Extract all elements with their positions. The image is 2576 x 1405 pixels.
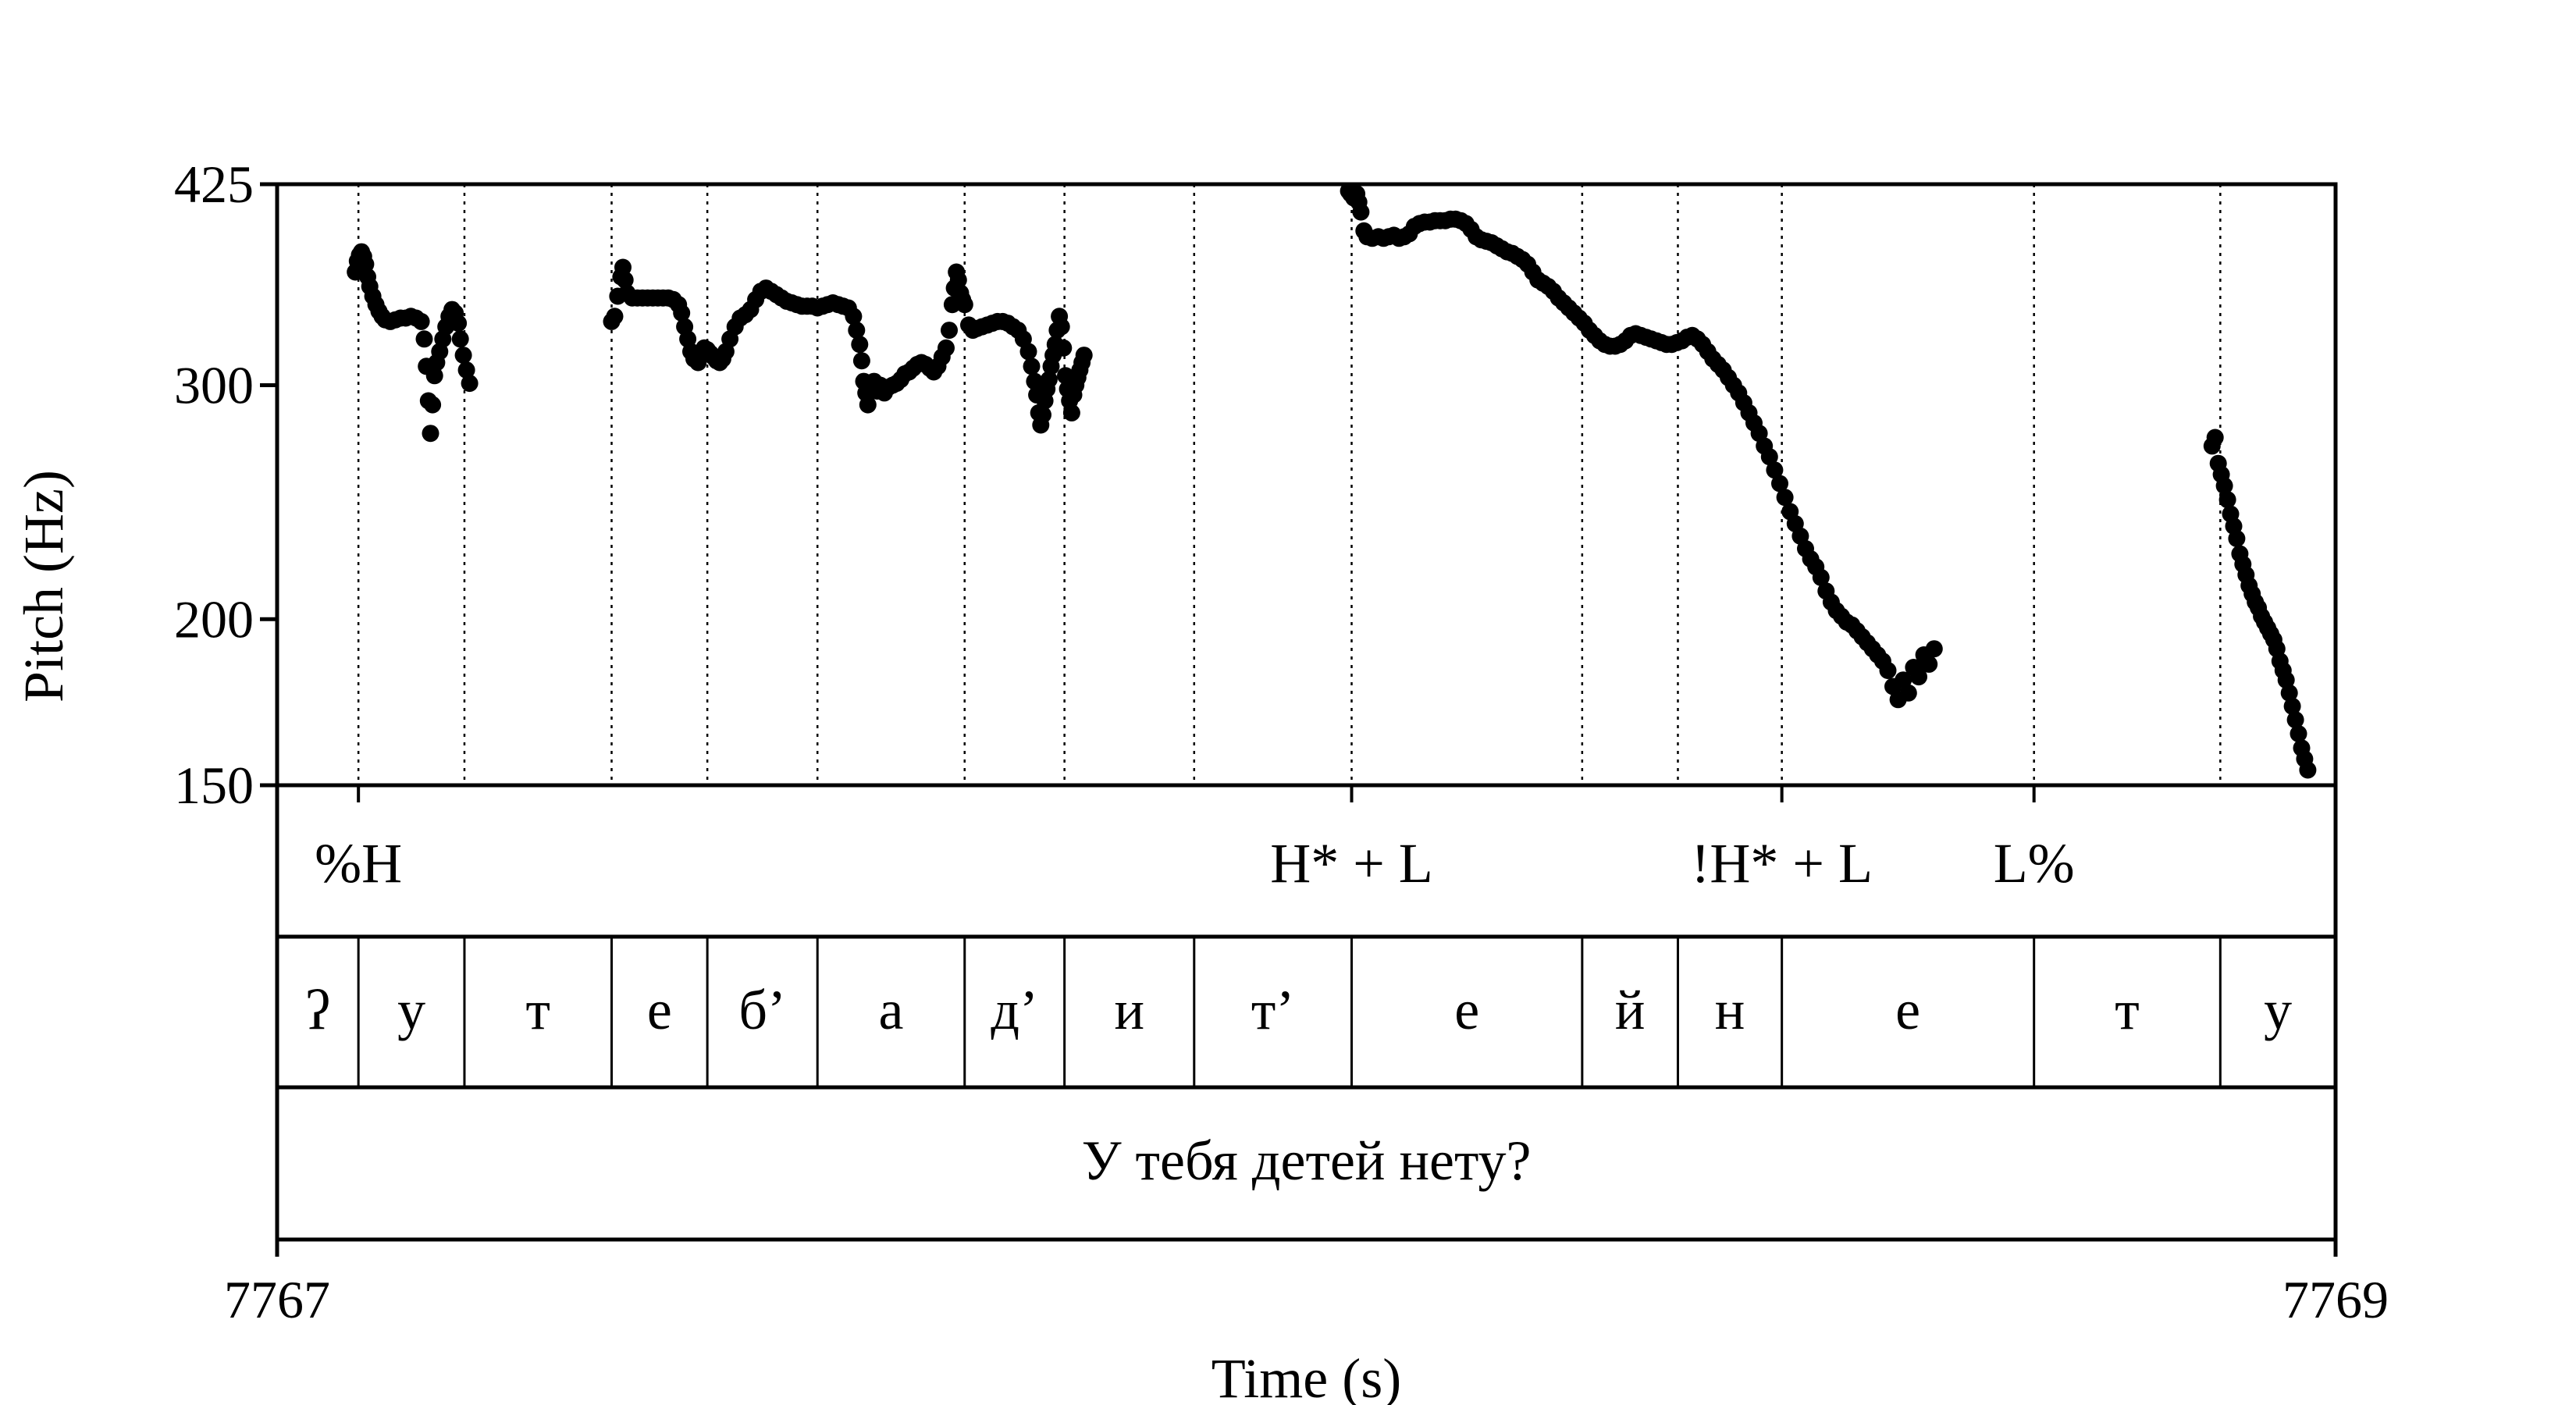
pitch-point [2280,684,2298,702]
segment-label: и [1114,979,1144,1041]
pitch-point [1052,318,1070,336]
pitch-point [2286,711,2304,729]
tone-label: H* + L [1270,832,1433,895]
tone-label: %H [315,832,402,895]
pitch-point [1895,671,1912,689]
pitch-point [941,322,958,340]
pitch-point [412,312,430,330]
pitch-point [851,336,869,354]
pitch-point [454,347,472,365]
pitch-point [422,425,439,443]
segment-label: т’ [1251,979,1294,1041]
pitch-point [2277,671,2295,689]
segment-label: у [2264,979,2292,1041]
pitch-point [845,308,863,325]
pitch-point [616,271,634,289]
sentence-tier: У тебя детей нету? [1082,1129,1532,1192]
x-axis-title: Time (s) [1212,1347,1401,1405]
segment-label: е [647,979,672,1041]
pitch-point [2215,477,2233,495]
pitch-point [2283,697,2301,715]
segment-label: д’ [991,979,1038,1041]
pitch-point [2299,761,2317,779]
boundary-lines [357,184,2222,785]
pitch-point [955,296,973,314]
pitch-point [1925,640,1943,658]
pitch-point [606,308,624,325]
pitch-points [347,182,2317,779]
segment-label: н [1715,979,1745,1041]
y-tick-label: 300 [174,356,254,415]
segment-label: т [2115,979,2139,1041]
pitch-point [938,339,955,357]
segment-label: е [1895,979,1920,1041]
pitch-point [852,352,870,370]
pitch-point [1776,489,1794,507]
x-tick-label: 7767 [224,1270,330,1329]
pitch-point [1910,668,1927,686]
pitch-point [1899,684,1917,702]
pitch-point [1771,475,1788,493]
segment-tier: ʔ у т е б’ а д’ и т’ е й н е т у [305,937,2292,1087]
pitch-point [451,330,469,348]
pitch-point [1055,339,1073,357]
y-tick-label: 150 [174,756,254,815]
y-tick-label: 425 [174,155,254,214]
pitch-point [450,315,468,333]
segment-label: ʔ [305,979,330,1041]
pitch-point [848,322,866,340]
tone-label: !H* + L [1691,832,1873,895]
pitch-point [1920,655,1938,673]
y-axis: 425 300 200 150 [174,155,277,815]
pitch-point [859,396,877,414]
x-tick-label: 7769 [2282,1270,2389,1329]
pitch-point [1879,662,1897,679]
pitch-point [2218,491,2236,509]
pitch-point [1075,347,1093,365]
pitch-point [1760,448,1778,466]
plot-border [275,182,2338,1242]
pitch-point [1766,461,1784,479]
pitch-point [424,396,442,414]
segment-label: й [1615,979,1646,1041]
pitch-point [425,367,443,385]
y-axis-title: Pitch (Hz) [12,470,75,702]
sentence-label: У тебя детей нету? [1082,1129,1532,1192]
segment-label: б’ [738,979,786,1041]
pitch-point [2206,429,2224,446]
segment-label: а [879,979,904,1041]
pitch-point [1034,406,1051,424]
pitch-point [614,258,632,276]
plot-frame [275,182,2338,1242]
pitch-point [2228,530,2246,547]
pitch-point [1026,372,1044,390]
pitch-point [1812,568,1830,586]
tone-tier: %H H* + L !H* + L L% [315,785,2075,895]
pitch-point [949,271,967,289]
segment-label: т [526,979,550,1041]
pitch-point [1019,343,1037,361]
segment-label: е [1454,979,1479,1041]
pitch-point [1352,203,1370,221]
pitch-point [1062,404,1080,422]
pitch-point [2290,725,2307,742]
pitch-point [461,375,479,393]
x-axis: 7767 7769 [224,1240,2389,1329]
pitch-point [1040,371,1058,389]
segment-label: у [397,979,425,1041]
pitch-point [1023,357,1041,375]
pitch-point [457,361,475,379]
y-tick-label: 200 [174,589,254,649]
pitch-point [673,304,691,322]
pitch-point [415,330,433,348]
tone-label: L% [1994,832,2075,895]
